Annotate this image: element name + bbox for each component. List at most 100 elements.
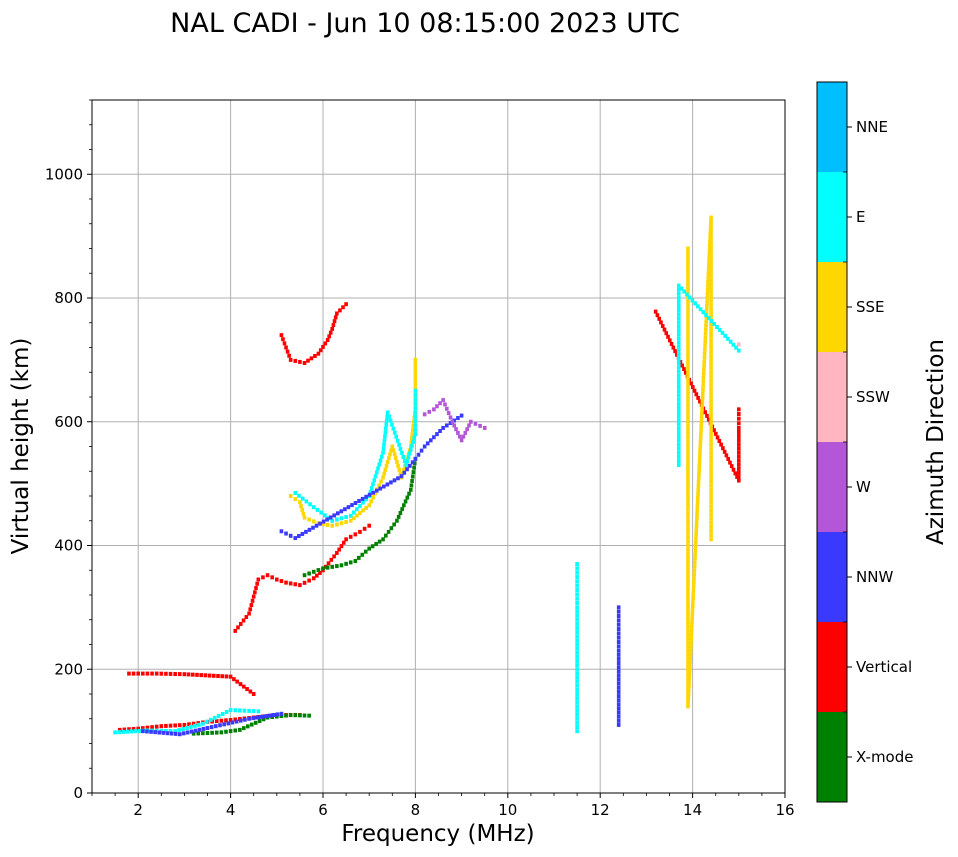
echo-point [300,496,305,501]
echo-point [575,579,579,584]
echo-point [687,295,692,300]
colorbar-tick-label: Vertical [856,658,912,676]
echo-point [686,455,690,460]
echo-point [201,726,206,731]
echo-point [201,731,205,736]
echo-point [669,341,674,346]
echo-point [244,615,249,620]
echo-point [161,730,166,735]
echo-point [694,524,699,529]
echo-point [293,490,298,495]
echo-point [686,503,690,508]
echo-point [686,322,690,327]
echo-point [382,438,387,443]
echo-point [299,504,303,509]
echo-point [701,375,706,380]
echo-point [693,301,697,306]
echo-point [301,511,306,516]
echo-point [242,684,246,689]
echo-point [313,354,317,359]
echo-point [686,298,690,303]
echo-point [323,341,328,346]
echo-point [676,389,681,394]
echo-point [709,390,713,395]
echo-point [686,431,690,436]
echo-point [387,456,391,461]
echo-point [396,514,401,519]
echo-point [311,505,316,510]
echo-point [686,571,690,576]
echo-point [709,435,713,440]
echo-point [686,575,690,580]
echo-point [263,714,268,719]
echo-point [473,421,478,426]
echo-point [302,515,307,520]
x-tick-label: 12 [591,801,610,819]
echo-point [335,517,339,522]
echo-point [686,648,690,653]
echo-point [713,431,718,436]
echo-point [706,279,710,284]
echo-point [715,435,720,440]
echo-point [686,371,690,376]
echo-point [575,712,579,717]
echo-point [243,717,247,722]
echo-point [693,540,698,545]
echo-point [575,638,579,643]
echo-point [383,467,388,472]
echo-point [737,466,741,471]
echo-point [709,322,713,327]
echo-point [676,426,681,431]
echo-point [413,401,418,406]
echo-point [737,425,741,430]
echo-point [307,713,311,718]
echo-point [703,410,707,415]
echo-point [281,337,285,342]
echo-point [709,443,713,448]
echo-point [696,475,701,480]
echo-point [686,616,690,621]
echo-point [689,628,694,633]
echo-point [686,519,690,524]
echo-point [432,407,436,412]
echo-point [311,525,315,530]
echo-point [686,342,690,347]
echo-point [224,710,229,715]
echo-point [686,507,690,512]
echo-point [396,476,400,481]
echo-point [676,348,681,353]
echo-point [575,696,579,701]
echo-point [410,460,415,465]
echo-point [413,357,418,362]
echo-point [398,446,403,451]
echo-point [703,327,708,332]
echo-point [177,672,182,677]
echo-point [616,635,621,640]
echo-point [709,358,713,363]
echo-point [676,418,681,423]
colorbar-segment-ssw [817,352,847,442]
echo-point [379,479,383,484]
echo-point [332,319,337,324]
echo-point [275,714,279,719]
plot-background [92,100,785,793]
echo-point [384,422,389,427]
echo-point [698,439,703,444]
echo-point [364,494,368,499]
echo-point [686,551,690,556]
echo-point [709,338,713,343]
echo-point [699,423,704,428]
echo-point [413,419,418,424]
echo-point [575,720,579,725]
echo-point [682,367,686,372]
echo-point [709,508,713,513]
echo-point [575,679,579,684]
echo-point [686,495,690,500]
echo-point [616,614,621,619]
echo-point [141,726,145,731]
echo-point [392,522,396,527]
y-axis: 0 200 400 600 800 1000 [45,99,92,802]
echo-point [293,582,298,587]
echo-point [702,363,706,368]
echo-point [248,689,253,694]
